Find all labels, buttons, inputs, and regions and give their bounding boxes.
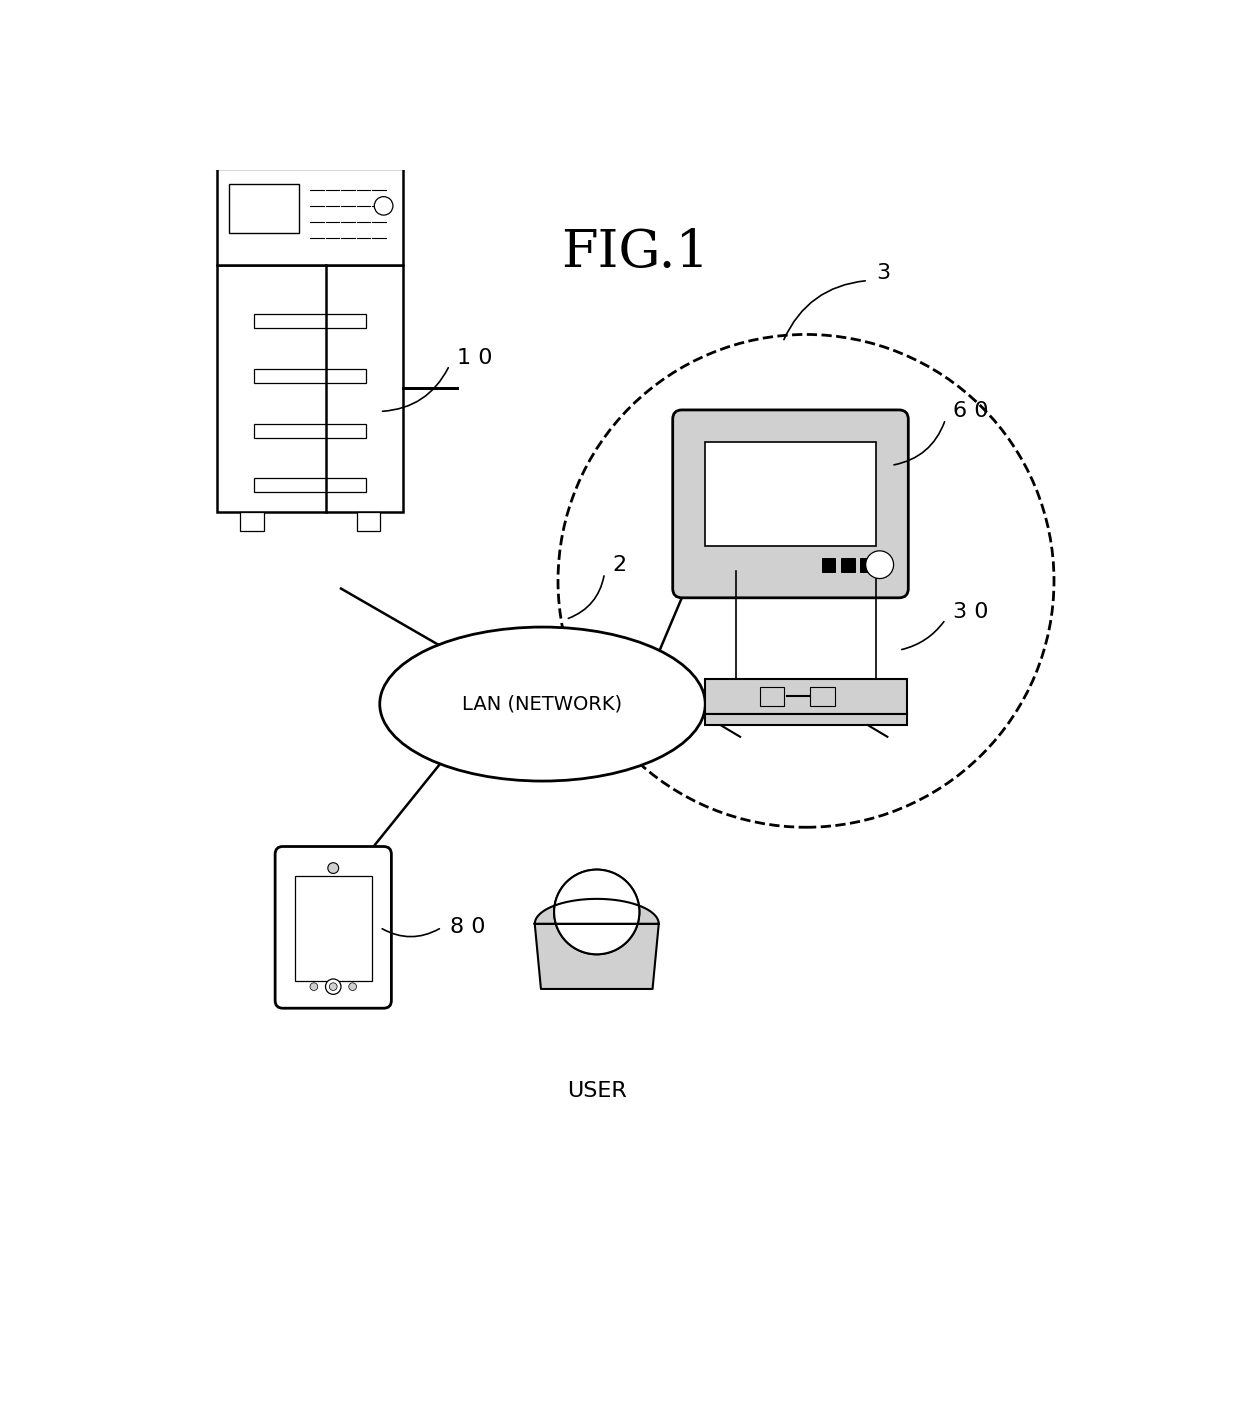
Circle shape — [554, 870, 640, 954]
Bar — [841, 557, 854, 571]
Bar — [706, 679, 906, 714]
Circle shape — [374, 197, 393, 215]
Text: 8 0: 8 0 — [449, 918, 485, 937]
Bar — [241, 512, 263, 530]
Text: 1 0: 1 0 — [458, 348, 492, 368]
Bar — [861, 557, 874, 571]
Text: 2: 2 — [613, 556, 626, 575]
Circle shape — [554, 870, 640, 954]
Bar — [706, 714, 906, 725]
Bar — [228, 184, 299, 233]
Circle shape — [348, 983, 357, 990]
Text: USER: USER — [567, 1082, 626, 1102]
Bar — [706, 443, 875, 546]
Bar — [254, 314, 366, 328]
Text: 6 0: 6 0 — [954, 402, 988, 421]
Bar — [254, 369, 366, 383]
Circle shape — [327, 863, 339, 874]
Bar — [217, 157, 403, 266]
FancyBboxPatch shape — [672, 410, 908, 598]
FancyBboxPatch shape — [206, 85, 414, 168]
Ellipse shape — [379, 626, 706, 781]
Bar — [821, 557, 836, 571]
Bar — [295, 875, 372, 981]
Bar — [810, 687, 835, 706]
Circle shape — [325, 978, 341, 994]
Circle shape — [310, 983, 317, 990]
Bar — [254, 478, 366, 492]
Text: 3 0: 3 0 — [954, 602, 988, 622]
Circle shape — [866, 551, 894, 578]
Text: LAN (NETWORK): LAN (NETWORK) — [463, 694, 622, 714]
Circle shape — [330, 983, 337, 990]
Bar — [759, 687, 785, 706]
Text: FIG.1: FIG.1 — [562, 226, 709, 277]
FancyBboxPatch shape — [275, 847, 392, 1008]
Text: 3: 3 — [875, 263, 890, 283]
Bar — [357, 512, 379, 530]
Bar — [217, 266, 403, 512]
Bar — [254, 424, 366, 437]
Polygon shape — [534, 899, 658, 988]
